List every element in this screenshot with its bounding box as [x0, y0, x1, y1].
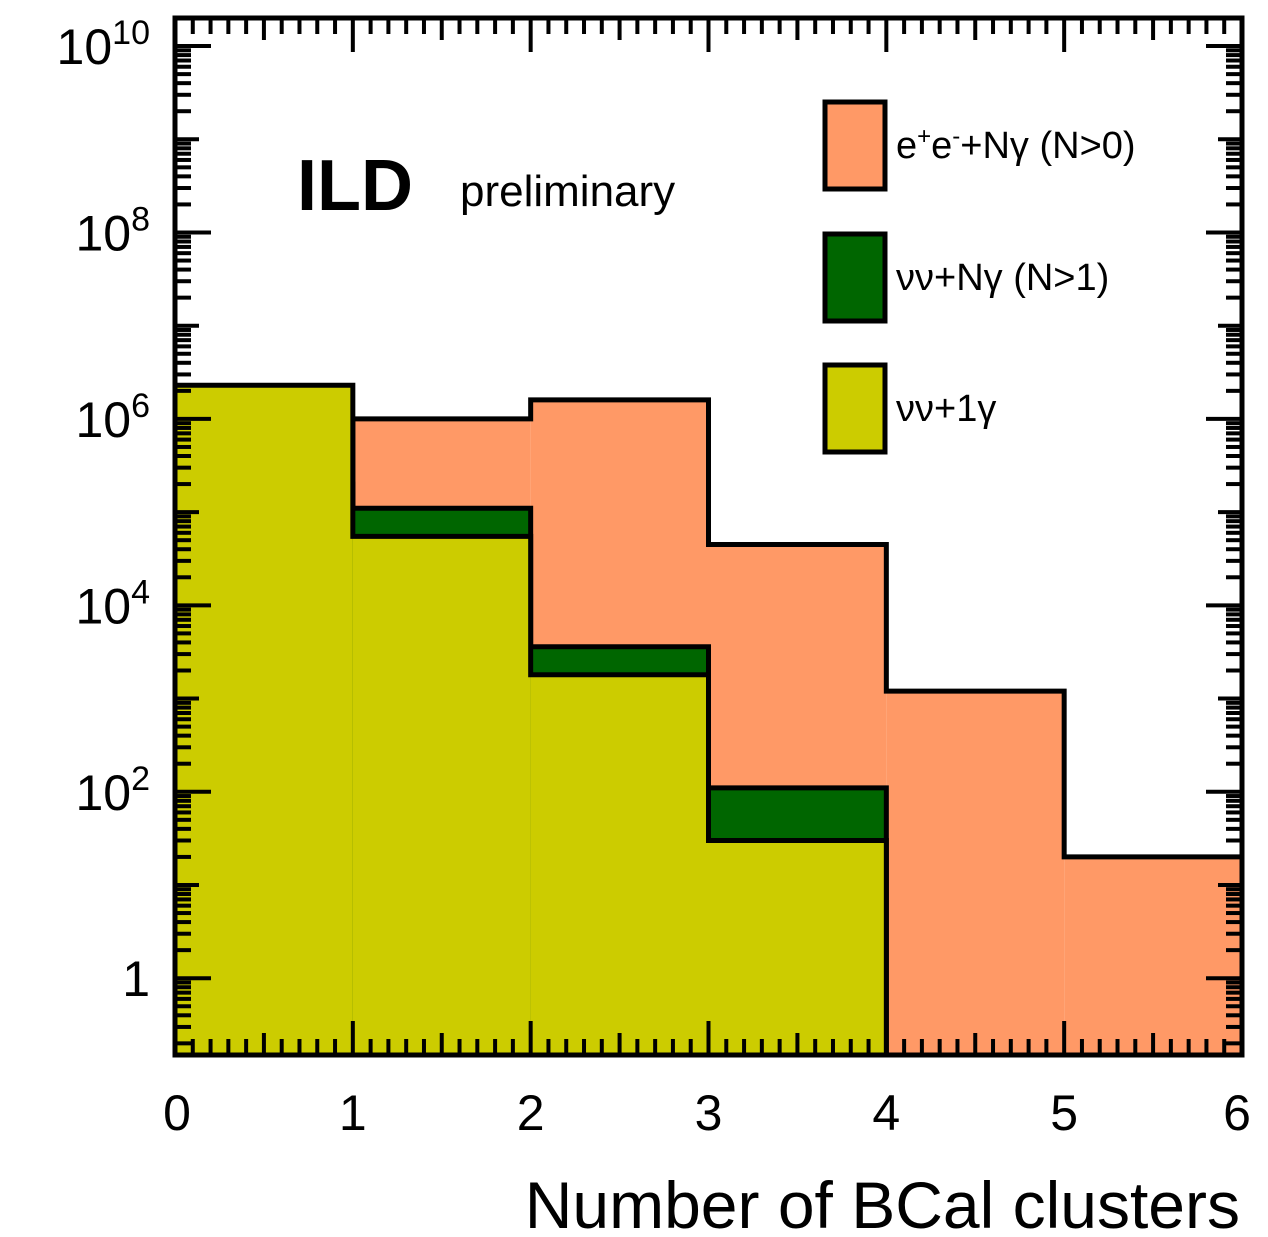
- histogram-bars: [175, 382, 1245, 1058]
- legend-item-nn: νν+Nγ (N>1): [822, 231, 1109, 324]
- bar-2-2: [530, 674, 709, 1055]
- legend-item-n1: νν+1γ: [822, 362, 996, 455]
- axis-ticks: [173, 16, 1244, 1055]
- bar-2-1: [352, 536, 531, 1055]
- x-axis-label: Number of BCal clusters: [525, 1168, 1240, 1237]
- y-tick-label: 106: [75, 387, 150, 448]
- y-tick-label: 1010: [57, 14, 150, 75]
- legend-swatch: [822, 362, 888, 455]
- legend-swatch: [822, 99, 888, 192]
- x-tick-label: 4: [872, 1085, 900, 1141]
- y-tick-label: 104: [75, 573, 150, 634]
- chart-title-group: ILD preliminary: [297, 146, 675, 226]
- legend-label: e+e-+Nγ (N>0): [896, 123, 1136, 167]
- x-tick-label: 2: [517, 1085, 545, 1141]
- x-tick-label: 3: [695, 1085, 723, 1141]
- legend-swatch: [822, 231, 888, 324]
- legend-label: νν+1γ: [896, 388, 996, 430]
- y-tick-label: 1: [122, 951, 150, 1007]
- series-2: [175, 382, 1242, 1058]
- legend-item-ee: e+e-+Nγ (N>0): [822, 99, 1136, 192]
- y-tick-labels: 1 102 104 106 108 1010: [57, 14, 150, 1007]
- x-tick-label: 5: [1050, 1085, 1078, 1141]
- bar-2-0: [175, 385, 353, 1055]
- chart-subtitle: preliminary: [460, 167, 675, 216]
- bar-0-4: [886, 691, 1065, 1055]
- x-tick-label: 0: [163, 1085, 191, 1141]
- plot-frame: [172, 15, 1245, 1058]
- bar-0-5: [1064, 856, 1242, 1055]
- y-tick-label: 108: [75, 200, 150, 261]
- x-tick-label: 1: [339, 1085, 367, 1141]
- y-tick-label: 102: [75, 760, 150, 821]
- x-tick-label: 6: [1223, 1085, 1251, 1141]
- bar-2-3: [708, 840, 887, 1055]
- chart-title: ILD: [297, 146, 413, 226]
- legend-label: νν+Nγ (N>1): [896, 257, 1109, 299]
- x-tick-labels: 0 1 2 3 4 5 6: [163, 1085, 1251, 1141]
- legend: e+e-+Nγ (N>0) νν+Nγ (N>1) νν+1γ: [822, 99, 1136, 455]
